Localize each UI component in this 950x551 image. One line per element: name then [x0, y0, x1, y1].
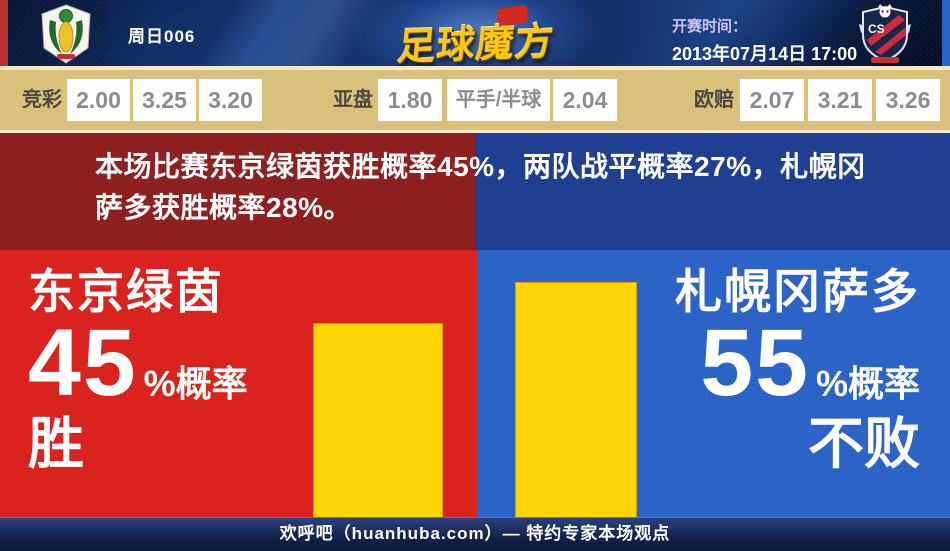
- home-percent-row: 45 %概率: [28, 310, 477, 416]
- jingcai-away-odds: 3.20: [199, 79, 262, 121]
- header: 周日006 足球魔方 开赛时间： 2013年07月14日 17:00 CS: [0, 0, 950, 90]
- jingcai-draw-odds: 3.25: [133, 79, 196, 121]
- right-blue-edge: [942, 0, 950, 66]
- oupei-away-odds: 3.26: [876, 79, 940, 121]
- yapan-away-odds: 2.04: [553, 79, 617, 121]
- svg-text:CS: CS: [868, 22, 885, 36]
- away-probability-bar: [515, 282, 637, 517]
- home-team-name: 东京绿茵: [28, 265, 224, 318]
- oupei-draw-odds: 3.21: [808, 79, 872, 121]
- kickoff-datetime: 2013年07月14日 17:00: [672, 44, 858, 64]
- oupei-label: 欧赔: [694, 89, 734, 111]
- jingcai-home-odds: 2.00: [67, 79, 130, 121]
- away-team-badge-icon: CS: [858, 4, 912, 69]
- away-team-name: 札幌冈萨多: [675, 265, 920, 318]
- home-percent-value: 45: [28, 310, 138, 416]
- home-team-badge-icon: [38, 4, 94, 69]
- footer-banner: 欢呼吧（huanhuba.com）— 特约专家本场观点: [0, 517, 950, 551]
- jingcai-label: 竞彩: [22, 89, 62, 111]
- match-code: 周日006: [128, 27, 196, 46]
- probability-summary-text: 本场比赛东京绿茵获胜概率45%，两队战平概率27%，札幌冈萨多获胜概率28%。: [95, 151, 866, 223]
- summary-blue-half: [475, 133, 950, 250]
- away-percent-suffix: %概率: [815, 362, 920, 404]
- home-outcome-label: 胜: [28, 411, 84, 475]
- kickoff-time-block: 开赛时间： 2013年07月14日 17:00: [672, 15, 857, 66]
- home-probability-bar: [313, 323, 443, 517]
- footer-text: 欢呼吧（huanhuba.com）— 特约专家本场观点: [279, 524, 671, 543]
- prediction-panels: 东京绿茵 45 %概率 胜 札幌冈萨多 55 %概率 不败: [0, 250, 950, 517]
- oupei-home-odds: 2.07: [740, 79, 804, 121]
- yapan-label: 亚盘: [333, 89, 373, 111]
- kickoff-label: 开赛时间：: [672, 18, 748, 35]
- away-outcome-label: 不败: [808, 411, 920, 475]
- left-red-edge: [0, 0, 8, 66]
- away-percent-row: 55 %概率: [477, 310, 920, 416]
- home-percent-suffix: %概率: [143, 362, 248, 404]
- yapan-handicap: 平手/半球: [447, 79, 550, 121]
- away-percent-value: 55: [700, 310, 810, 416]
- probability-summary-band: 本场比赛东京绿茵获胜概率45%，两队战平概率27%，札幌冈萨多获胜概率28%。: [0, 133, 950, 250]
- yapan-home-odds: 1.80: [378, 79, 442, 121]
- site-logo-text: 足球魔方: [395, 21, 556, 69]
- summary-red-half: [0, 133, 475, 250]
- odds-bar: 竞彩 2.00 3.25 3.20 亚盘 1.80 平手/半球 2.04 欧赔 …: [0, 66, 950, 133]
- site-logo: 足球魔方: [395, 4, 556, 70]
